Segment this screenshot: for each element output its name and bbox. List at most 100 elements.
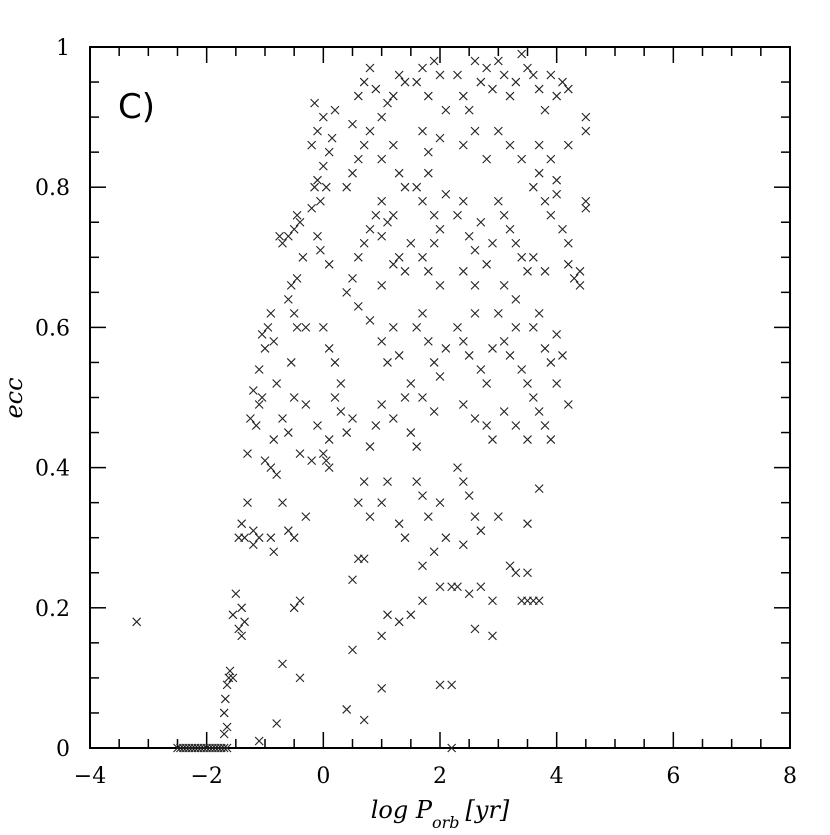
x-tick-label: −4 — [74, 764, 106, 789]
data-point — [412, 77, 422, 87]
data-point — [470, 245, 480, 255]
data-point — [534, 407, 544, 416]
data-point — [219, 729, 229, 739]
data-point — [552, 379, 562, 388]
data-point — [453, 323, 462, 332]
data-point — [523, 435, 532, 444]
data-point — [353, 498, 363, 508]
data-point — [429, 358, 439, 367]
data-point — [505, 351, 515, 360]
data-point — [534, 84, 544, 94]
y-tick-label: 0.4 — [35, 457, 70, 482]
data-point — [523, 379, 532, 388]
data-point — [441, 189, 451, 199]
data-point — [298, 252, 308, 262]
data-point — [575, 280, 585, 290]
data-point — [246, 414, 255, 423]
data-point — [383, 358, 392, 367]
data-point — [418, 63, 427, 73]
data-point — [435, 582, 445, 592]
data-point — [488, 344, 497, 353]
data-point — [528, 252, 538, 262]
data-point — [318, 323, 328, 332]
data-point — [324, 435, 334, 444]
data-point — [429, 547, 439, 557]
data-point — [546, 154, 556, 164]
data-point — [377, 498, 387, 508]
data-point — [228, 610, 238, 620]
data-point — [388, 259, 398, 269]
data-point — [224, 673, 234, 683]
data-point — [257, 330, 267, 339]
data-point — [418, 308, 427, 318]
data-point — [418, 196, 427, 206]
data-point — [540, 105, 550, 115]
data-point — [377, 231, 387, 241]
data-point — [540, 196, 550, 206]
data-point — [511, 238, 521, 248]
data-point — [476, 77, 486, 87]
data-point — [353, 301, 363, 311]
x-axis-label-unit: [yr] — [466, 796, 510, 824]
data-point — [383, 477, 392, 487]
data-point — [348, 645, 357, 655]
data-point — [400, 533, 410, 543]
tick-labels: −4 −2 0 2 4 6 8 0 0.2 0.4 0.6 0.8 1 — [35, 36, 797, 789]
data-point — [464, 105, 474, 115]
data-point — [528, 182, 538, 192]
data-point — [316, 196, 325, 206]
data-point — [266, 308, 276, 318]
data-point — [418, 596, 427, 606]
data-point — [464, 491, 474, 501]
data-point — [429, 238, 439, 248]
data-point — [283, 231, 293, 241]
data-point — [348, 168, 357, 178]
data-point — [278, 659, 287, 669]
data-point — [464, 231, 474, 241]
data-point — [342, 182, 352, 192]
data-point — [470, 56, 480, 66]
data-point — [552, 330, 562, 339]
data-point — [219, 743, 229, 753]
data-point — [313, 126, 322, 136]
data-point — [563, 259, 573, 269]
data-point — [558, 351, 567, 360]
data-point — [482, 421, 492, 430]
data-point — [383, 610, 392, 620]
data-point — [243, 449, 252, 458]
data-point — [400, 182, 410, 192]
data-point — [272, 719, 282, 728]
data-point — [488, 596, 497, 606]
data-points — [132, 49, 591, 753]
data-point — [458, 540, 468, 550]
data-point — [348, 119, 357, 129]
data-point — [575, 266, 585, 276]
data-point — [540, 421, 550, 430]
data-point — [278, 238, 287, 248]
data-point — [254, 736, 264, 746]
data-point — [429, 210, 439, 220]
data-point — [534, 484, 544, 494]
data-point — [342, 287, 352, 297]
data-point — [458, 266, 468, 276]
data-point — [348, 575, 357, 585]
data-point — [435, 280, 445, 290]
data-point — [292, 323, 302, 332]
data-point — [523, 63, 532, 73]
data-point — [429, 56, 439, 66]
data-point — [307, 203, 317, 213]
data-point — [470, 308, 480, 318]
data-point — [228, 673, 238, 683]
data-point — [295, 449, 305, 458]
data-point — [231, 589, 241, 599]
data-point — [383, 217, 392, 227]
data-point — [505, 140, 515, 150]
data-point — [418, 393, 427, 402]
y-tick-label: 0.2 — [35, 597, 70, 622]
data-point — [394, 519, 404, 529]
data-point — [219, 708, 229, 718]
data-point — [406, 379, 416, 388]
data-point — [289, 224, 299, 234]
data-point — [248, 540, 258, 550]
data-point — [552, 91, 562, 101]
